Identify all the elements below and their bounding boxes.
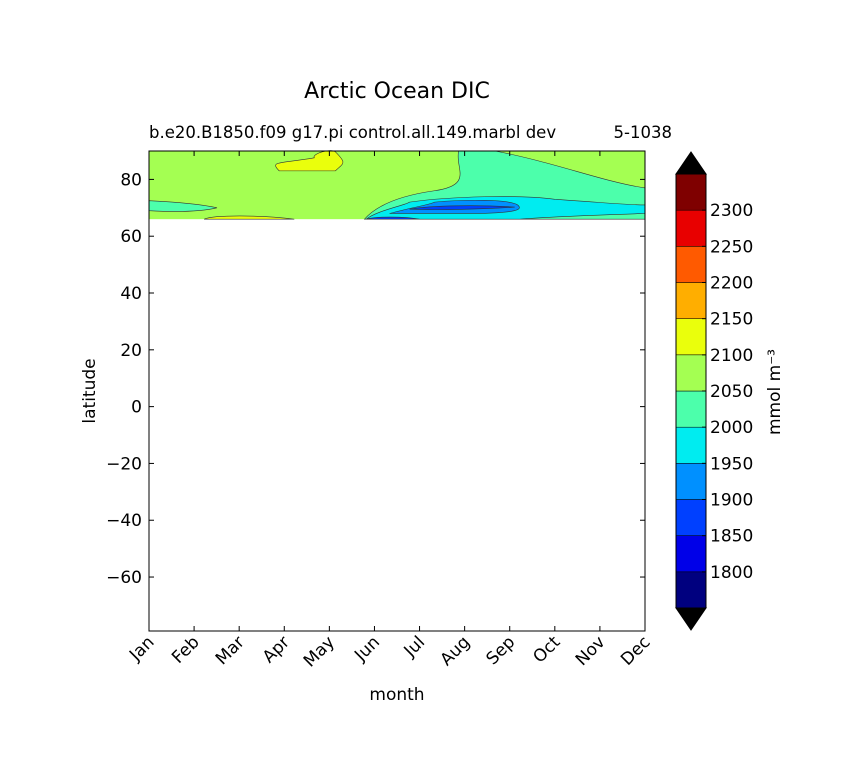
- x-tick-label: Aug: [437, 632, 475, 670]
- x-tick-label: Apr: [259, 632, 294, 667]
- y-tick-label: −40: [106, 511, 142, 531]
- contour-region: [409, 205, 515, 210]
- colorbar-segment: [675, 571, 707, 609]
- colorbar-segment: [675, 354, 707, 392]
- x-tick-label: Mar: [212, 632, 249, 669]
- colorbar: 1800 1850 1900 1950 2000 2050 2100 2150 2200 2250…: [675, 151, 753, 631]
- x-tick-label: Feb: [168, 632, 203, 667]
- x-axis-label: month: [369, 685, 424, 705]
- x-tick-label: Oct: [529, 632, 564, 667]
- colorbar-extend-top: [675, 151, 707, 175]
- contour-region: [203, 215, 295, 220]
- colorbar-tick-label: 2150: [710, 310, 753, 330]
- colorbar-segment: [675, 209, 707, 247]
- colorbar-segment: [675, 499, 707, 536]
- y-tick-label: 20: [120, 341, 142, 361]
- colorbar-tick-label: 2250: [710, 237, 753, 257]
- x-tick-label: Jul: [400, 632, 429, 661]
- colorbar-tick-label: 2200: [710, 274, 753, 294]
- colorbar-segment: [675, 282, 707, 319]
- y-tick-label: 40: [120, 284, 142, 304]
- colorbar-tick-label: 2000: [710, 418, 753, 438]
- chart-subtitle-right: 5-1038: [614, 123, 672, 142]
- colorbar-segment: [675, 426, 707, 464]
- x-tick-label: Dec: [617, 632, 654, 669]
- plot-area: [148, 150, 646, 632]
- x-tick-label: Nov: [572, 632, 610, 670]
- contour-fill: [148, 150, 646, 220]
- plot-frame: [148, 150, 646, 632]
- contour-region: [366, 216, 420, 220]
- y-tick-label: 0: [131, 398, 142, 418]
- colorbar-tick-label: 1800: [710, 563, 753, 583]
- y-tick-label: −60: [106, 568, 142, 588]
- x-tick-label: Sep: [482, 632, 519, 669]
- colorbar-segment: [675, 463, 707, 500]
- y-axis-label: latitude: [80, 358, 100, 423]
- colorbar-segment: [675, 390, 707, 428]
- colorbar-extend-bottom: [675, 607, 707, 631]
- chart-subtitle-left: b.e20.B1850.f09 g17.pi control.all.149.m…: [149, 123, 556, 142]
- x-tick-label: Jun: [350, 632, 384, 666]
- colorbar-tick-label: 2300: [710, 201, 753, 221]
- colorbar-tick-label: 1850: [710, 527, 753, 547]
- colorbar-segment: [675, 246, 707, 283]
- colorbar-segment: [675, 535, 707, 573]
- plot-background: [149, 151, 645, 631]
- colorbar-tick-label: 1900: [710, 491, 753, 511]
- colorbar-label: mmol m⁻³: [765, 349, 785, 435]
- chart-title: Arctic Ocean DIC: [304, 79, 490, 104]
- colorbar-segment: [675, 318, 707, 356]
- contour-region: [148, 200, 218, 212]
- y-axis: −60 −40 −20 0 20 40 60 80: [106, 170, 645, 588]
- x-tick-label: Jan: [125, 632, 158, 665]
- y-tick-label: 80: [120, 170, 142, 190]
- colorbar-tick-label: 2050: [710, 382, 753, 402]
- colorbar-segment: [675, 173, 707, 211]
- y-tick-label: 60: [120, 227, 142, 247]
- colorbar-tick-label: 2100: [710, 346, 753, 366]
- colorbar-tick-label: 1950: [710, 454, 753, 474]
- x-tick-label: May: [300, 632, 339, 671]
- y-tick-label: −20: [106, 454, 142, 474]
